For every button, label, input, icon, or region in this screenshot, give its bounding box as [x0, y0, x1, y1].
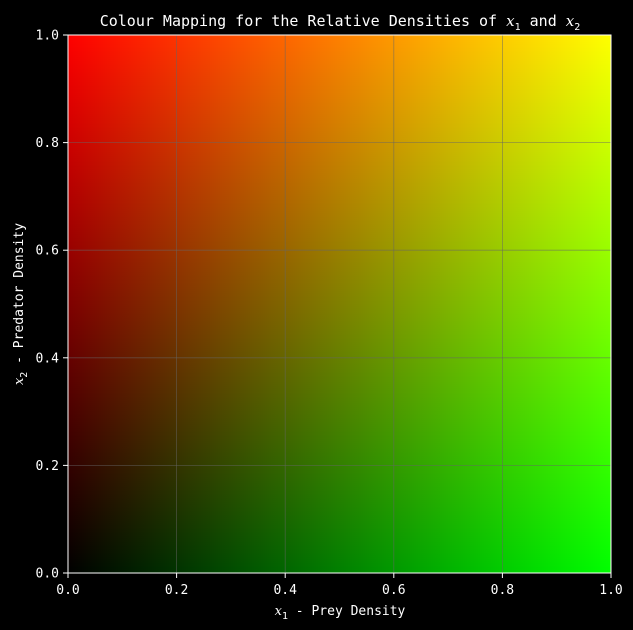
y-tick-label: 0.0 — [36, 567, 59, 582]
x-tick-label: 1.0 — [599, 583, 622, 598]
x-axis-ticks: 0.0 0.2 0.4 0.6 0.8 1.0 — [56, 573, 623, 598]
y-tick-label: 1.0 — [36, 29, 59, 44]
y-tick-label: 0.8 — [36, 136, 59, 151]
x-tick-label: 0.6 — [382, 583, 405, 598]
x-tick-label: 0.8 — [491, 583, 514, 598]
plot-frame — [67, 34, 612, 574]
y-axis-ticks: 0.0 0.2 0.4 0.6 0.8 1.0 — [36, 29, 68, 582]
x-axis-label: x1 - Prey Density — [275, 604, 406, 622]
x-tick-label: 0.2 — [165, 583, 188, 598]
heatmap-red-channel — [68, 35, 611, 573]
y-tick-label: 0.6 — [36, 244, 59, 259]
y-axis-label: x2 - Predator Density — [12, 223, 30, 385]
x-tick-label: 0.0 — [56, 583, 79, 598]
x-tick-label: 0.4 — [273, 583, 297, 598]
grid-lines — [67, 34, 612, 574]
chart-title: Colour Mapping for the Relative Densitie… — [100, 12, 581, 33]
y-tick-label: 0.4 — [36, 351, 60, 366]
y-tick-label: 0.2 — [36, 459, 59, 474]
heatmap — [68, 35, 611, 573]
